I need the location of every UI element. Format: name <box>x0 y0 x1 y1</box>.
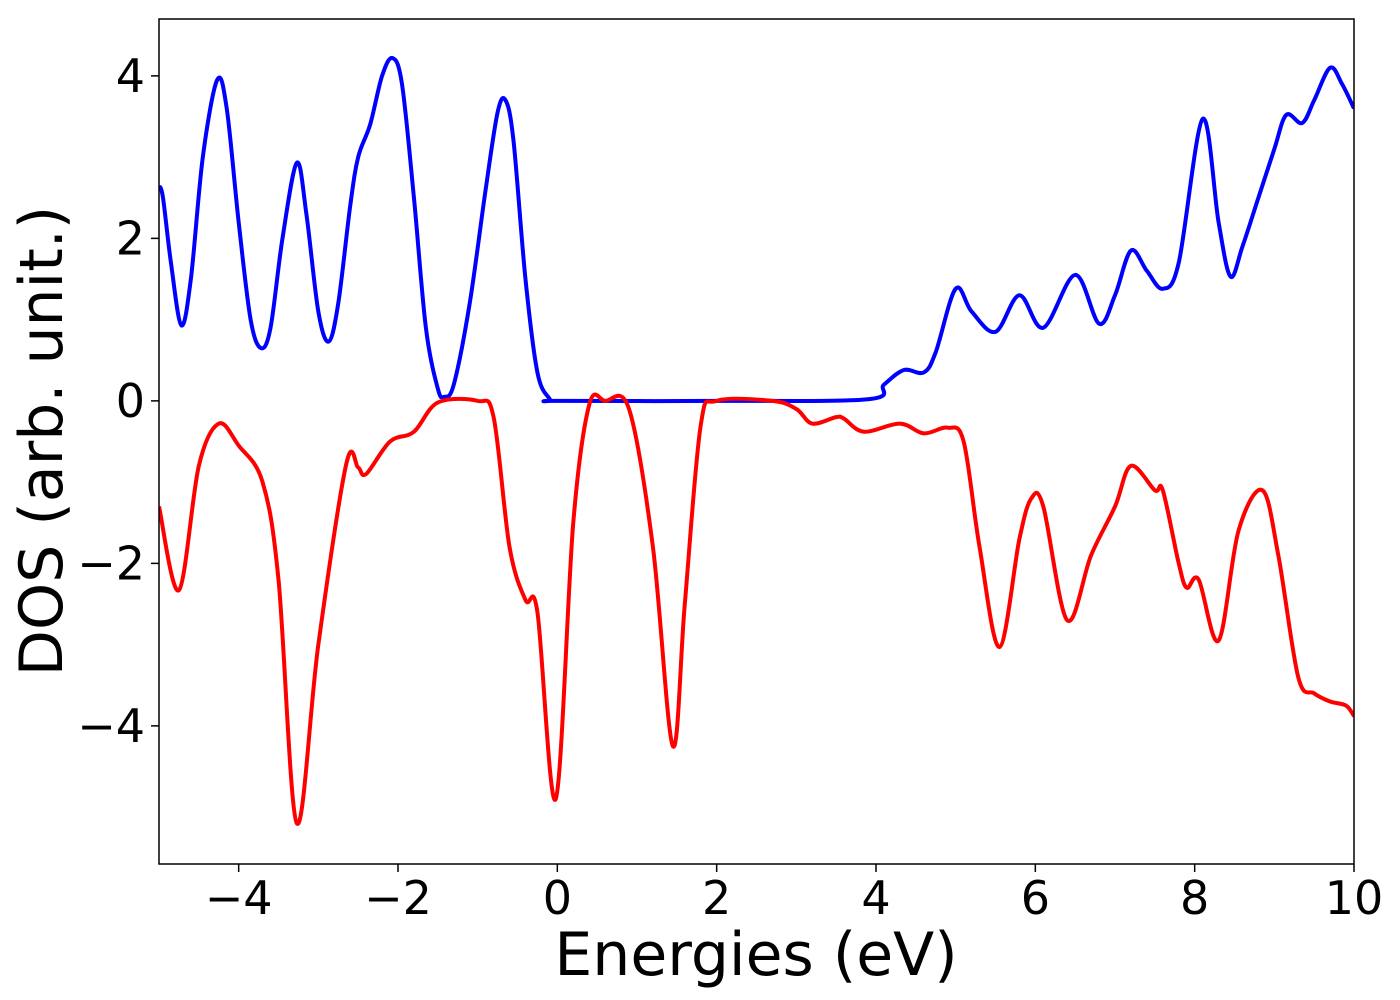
x-axis-label: Energies (eV) <box>554 920 957 990</box>
x-tick-label: 2 <box>702 871 731 925</box>
y-axis-label: DOS (arb. unit.) <box>7 206 77 676</box>
y-tick-label: 4 <box>116 49 145 103</box>
x-tick-label: 8 <box>1180 871 1209 925</box>
x-tick-label: 0 <box>543 871 572 925</box>
x-tick-label: 10 <box>1325 871 1384 925</box>
x-tick-label: 6 <box>1021 871 1050 925</box>
dos-line <box>159 55 1354 404</box>
y-tick-label: −2 <box>77 536 145 590</box>
y-tick-label: −4 <box>77 699 145 753</box>
x-tick-label: 4 <box>861 871 890 925</box>
plot-frame <box>158 18 1355 865</box>
dos-line <box>159 392 1354 826</box>
x-tick-label: −4 <box>205 871 273 925</box>
y-tick-label: 0 <box>116 374 145 428</box>
y-tick-label: 2 <box>116 211 145 265</box>
x-tick-label: −2 <box>364 871 432 925</box>
